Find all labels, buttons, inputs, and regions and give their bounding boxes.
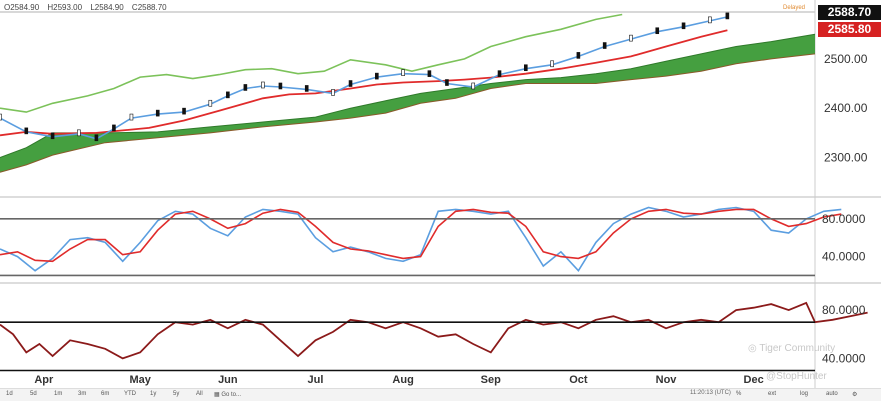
candle-marker bbox=[576, 52, 581, 59]
candle-marker bbox=[226, 91, 230, 99]
candle-marker bbox=[243, 84, 248, 91]
x-axis-month-label: Apr bbox=[34, 374, 54, 386]
candle-marker bbox=[50, 132, 55, 140]
stoch-d-line bbox=[0, 208, 842, 263]
candle-marker bbox=[445, 79, 449, 86]
range-all-button[interactable]: All bbox=[196, 391, 203, 397]
range-1d-button[interactable]: 1d bbox=[6, 391, 13, 397]
candle-marker bbox=[681, 22, 686, 30]
calendar-icon: ▦ bbox=[214, 392, 220, 398]
candle-marker bbox=[182, 107, 186, 115]
candle-marker bbox=[401, 69, 405, 76]
candle-marker bbox=[471, 82, 476, 90]
x-axis-month-label: Aug bbox=[392, 374, 413, 386]
goto-label: Go to... bbox=[221, 392, 242, 398]
ichimoku-cloud bbox=[0, 34, 815, 173]
candle-marker bbox=[77, 129, 81, 137]
candle-marker bbox=[655, 27, 660, 35]
rsi-axis-tick: 40.0000 bbox=[822, 351, 866, 365]
x-axis-month-label: Dec bbox=[744, 374, 764, 386]
x-axis-month-label: Jul bbox=[308, 374, 324, 386]
kijun-line bbox=[0, 29, 728, 137]
cloud-lower-edge bbox=[0, 53, 816, 173]
community-watermark: ◎ Tiger Community bbox=[748, 343, 835, 354]
x-axis-month-label: Sep bbox=[481, 374, 501, 386]
range-3m-button[interactable]: 3m bbox=[78, 391, 87, 397]
handle-watermark: @StopHunter bbox=[766, 371, 827, 382]
candle-marker bbox=[375, 72, 379, 80]
stoch-k-line bbox=[0, 206, 842, 273]
price-axis-tick: 2500.00 bbox=[824, 52, 868, 66]
ohlc-high: H2593.00 bbox=[47, 3, 83, 12]
x-axis-month-label: Nov bbox=[656, 374, 678, 386]
candle-marker bbox=[602, 42, 607, 49]
log-toggle[interactable]: log bbox=[800, 391, 809, 397]
range-5d-button[interactable]: 5d bbox=[30, 391, 37, 397]
delayed-status: Delayed bbox=[783, 5, 806, 11]
candle-marker bbox=[348, 80, 353, 87]
chikou-line bbox=[0, 13, 623, 113]
community-watermark-text: Tiger Community bbox=[759, 343, 836, 354]
candle-marker bbox=[0, 113, 2, 121]
candle-marker bbox=[129, 113, 134, 121]
rsi-axis-tick: 80.0000 bbox=[822, 303, 866, 317]
candle-marker bbox=[497, 70, 502, 77]
candle-marker bbox=[550, 60, 554, 68]
ohlc-open: O2584.90 bbox=[4, 3, 40, 12]
price-line bbox=[0, 16, 728, 140]
price-axis-tick: 2300.00 bbox=[824, 151, 868, 165]
range-1m-button[interactable]: 1m bbox=[54, 391, 63, 397]
cloud-upper-edge bbox=[0, 33, 816, 158]
last-price-badge: 2588.70 bbox=[818, 5, 881, 20]
candle-marker bbox=[708, 16, 712, 24]
kijun-price-badge: 2585.80 bbox=[818, 22, 881, 37]
x-axis-month-label: Jun bbox=[218, 374, 238, 386]
range-ytd-button[interactable]: YTD bbox=[124, 391, 136, 397]
candle-marker bbox=[524, 64, 528, 72]
candle-marker bbox=[261, 81, 265, 89]
candle-marker bbox=[112, 124, 116, 132]
candle-marker bbox=[24, 127, 29, 135]
rsi-line bbox=[0, 301, 868, 360]
price-axis-tick: 2400.00 bbox=[824, 101, 868, 115]
x-axis-month-label: Oct bbox=[569, 374, 588, 386]
bottom-toolbar: 1d 5d 1m 3m 6m YTD 1y 5y All ▦ Go to... … bbox=[0, 388, 881, 401]
candle-marker bbox=[155, 109, 160, 117]
range-1y-button[interactable]: 1y bbox=[150, 391, 157, 397]
x-axis-month-label: May bbox=[130, 374, 152, 386]
stoch-axis-tick: 80.0000 bbox=[822, 212, 866, 226]
candle-marker bbox=[331, 89, 335, 96]
ohlc-readout: O2584.90 H2593.00 L2584.90 C2588.70 bbox=[4, 3, 173, 12]
range-6m-button[interactable]: 6m bbox=[101, 391, 110, 397]
candle-marker bbox=[208, 99, 213, 107]
candle-marker bbox=[629, 34, 633, 42]
settings-gear-icon[interactable]: ⚙ bbox=[852, 392, 858, 398]
candle-marker bbox=[278, 82, 283, 90]
ext-toggle[interactable]: ext bbox=[768, 391, 777, 397]
ohlc-low: L2584.90 bbox=[90, 3, 124, 12]
community-logo-icon: ◎ bbox=[748, 343, 757, 354]
candle-marker bbox=[94, 134, 99, 142]
candle-marker bbox=[427, 70, 432, 77]
range-5y-button[interactable]: 5y bbox=[173, 391, 180, 397]
percent-toggle[interactable]: % bbox=[736, 391, 742, 397]
goto-button[interactable]: ▦ Go to... bbox=[214, 391, 241, 398]
candle-marker bbox=[304, 85, 309, 92]
utc-clock: 11:20:13 (UTC) bbox=[690, 390, 731, 396]
auto-toggle[interactable]: auto bbox=[826, 391, 838, 397]
stoch-axis-tick: 40.0000 bbox=[822, 250, 866, 264]
ohlc-close: C2588.70 bbox=[131, 3, 167, 12]
candle-marker bbox=[725, 12, 730, 20]
